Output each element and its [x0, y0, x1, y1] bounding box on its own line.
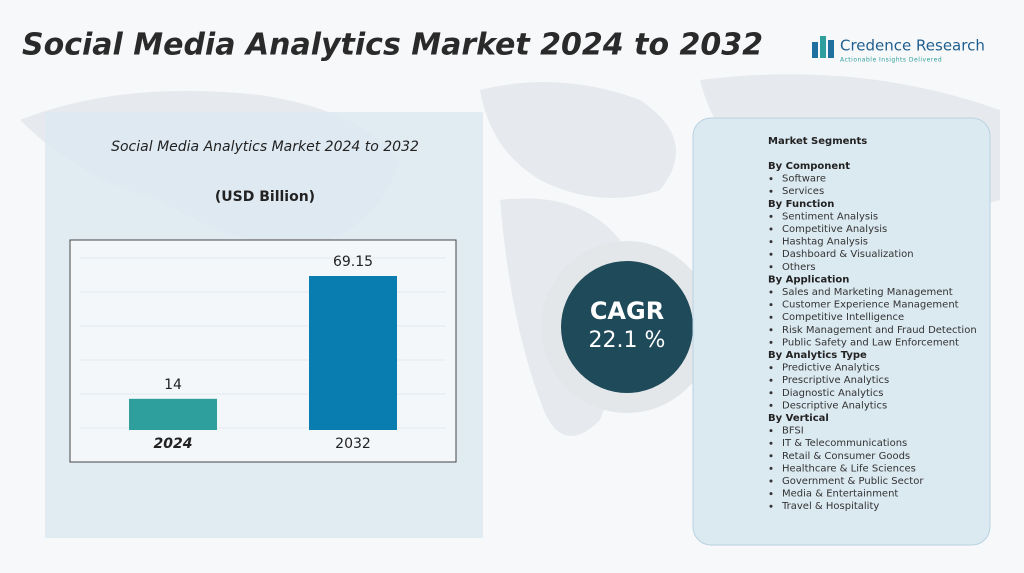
bullet	[769, 214, 773, 218]
segment-item: Public Safety and Law Enforcement	[782, 337, 959, 348]
segment-item: Healthcare & Life Sciences	[782, 463, 916, 474]
segment-item: Media & Entertainment	[782, 489, 898, 500]
plot-area	[69, 239, 457, 463]
bullet	[769, 189, 773, 193]
segment-group: By Analytics Type	[768, 350, 867, 361]
segment-item: Government & Public Sector	[782, 476, 924, 487]
bullet	[769, 177, 773, 181]
cagr-circle	[561, 261, 693, 393]
bar	[309, 276, 397, 430]
bullet	[769, 366, 773, 370]
segment-item: IT & Telecommunications	[782, 438, 907, 449]
bullet	[769, 504, 773, 508]
bullet	[769, 240, 773, 244]
bullet	[769, 429, 773, 433]
bullet	[769, 391, 773, 395]
segment-item: BFSI	[782, 426, 804, 437]
segment-item: Competitive Intelligence	[782, 312, 904, 323]
bullet	[769, 252, 773, 256]
cagr-value: 22.1 %	[589, 328, 666, 353]
segment-item: Hashtag Analysis	[782, 237, 868, 248]
bullet	[769, 303, 773, 307]
bullet	[769, 454, 773, 458]
segment-group: By Function	[768, 199, 834, 210]
data-label: 69.15	[333, 254, 373, 270]
bullet	[769, 378, 773, 382]
segment-item: Services	[782, 186, 824, 197]
segment-item: Others	[782, 262, 816, 273]
brand-tagline: Actionable Insights Delivered	[840, 57, 942, 64]
segment-item: Travel & Hospitality	[781, 501, 879, 512]
data-label: 14	[164, 377, 182, 393]
bullet	[769, 340, 773, 344]
bullet	[769, 466, 773, 470]
segment-item: Sales and Marketing Management	[782, 287, 953, 298]
cagr-label: CAGR	[590, 297, 664, 325]
brand-name: Credence Research	[840, 37, 985, 55]
bullet	[769, 492, 773, 496]
bullet	[769, 227, 773, 231]
chart-title: Social Media Analytics Market 2024 to 20…	[111, 139, 419, 155]
segment-item: Software	[782, 174, 826, 185]
bullet	[769, 403, 773, 407]
x-tick-label: 2024	[154, 436, 193, 452]
bullet	[769, 328, 773, 332]
segment-group: By Vertical	[768, 413, 829, 424]
segment-group: By Application	[768, 274, 849, 285]
brand-logo	[812, 36, 834, 58]
bullet	[769, 315, 773, 319]
segments-title: Market Segments	[768, 136, 867, 147]
segments-panel	[692, 117, 991, 546]
segment-item: Risk Management and Fraud Detection	[782, 325, 977, 336]
bullet	[769, 441, 773, 445]
segment-item: Customer Experience Management	[782, 300, 959, 311]
plot: 14 2024 69.15 2032	[80, 254, 446, 452]
segment-item: Diagnostic Analytics	[782, 388, 883, 399]
segment-item: Prescriptive Analytics	[782, 375, 889, 386]
bullet	[769, 265, 773, 269]
segment-item: Retail & Consumer Goods	[782, 451, 910, 462]
segment-item: Descriptive Analytics	[782, 400, 887, 411]
chart-subtitle: (USD Billion)	[215, 189, 315, 205]
segment-item: Sentiment Analysis	[782, 211, 878, 222]
segment-item: Predictive Analytics	[782, 363, 880, 374]
bar	[129, 398, 217, 430]
segment-group: By Component	[768, 161, 850, 172]
page-title: Social Media Analytics Market 2024 to 20…	[22, 28, 763, 63]
x-tick-label: 2032	[335, 436, 371, 452]
bullet	[769, 479, 773, 483]
segment-item: Dashboard & Visualization	[782, 249, 914, 260]
segment-item: Competitive Analysis	[782, 224, 887, 235]
bullet	[769, 290, 773, 294]
